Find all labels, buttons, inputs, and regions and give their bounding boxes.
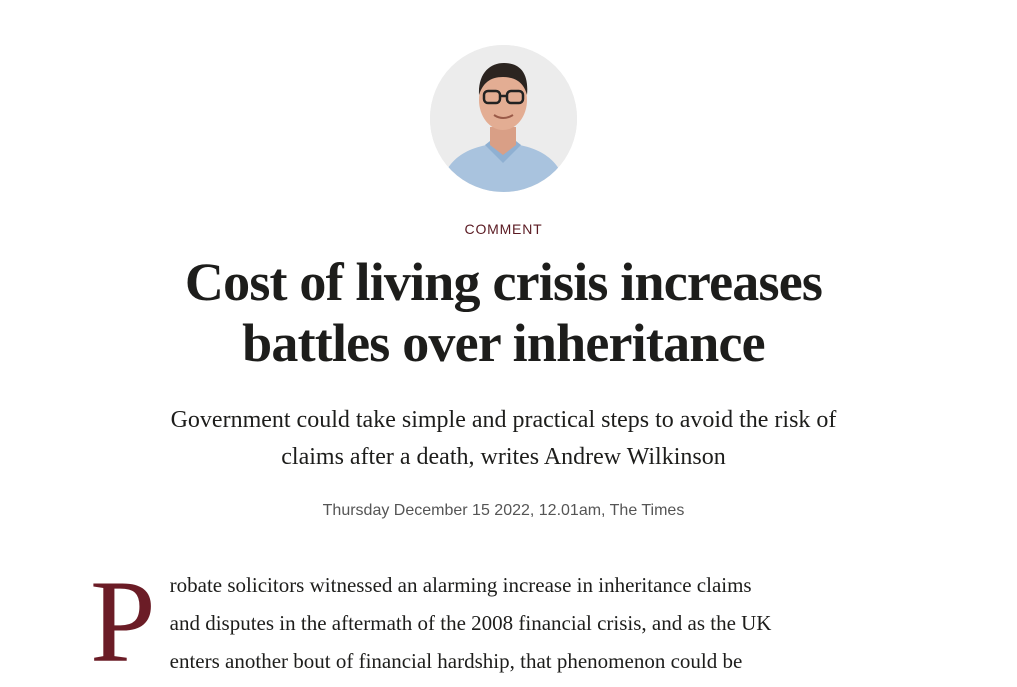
dropcap: P bbox=[90, 556, 156, 687]
dateline: Thursday December 15 2022, 12.01am, The … bbox=[322, 502, 685, 519]
author-portrait-icon bbox=[430, 45, 577, 192]
headline-line-1: Cost of living crisis increases bbox=[184, 252, 823, 312]
body-line-3: enters another bout of financial hardshi… bbox=[169, 649, 743, 673]
body-line-1: robate solicitors witnessed an alarming … bbox=[169, 573, 752, 597]
section-label[interactable]: COMMENT bbox=[464, 221, 543, 237]
headline-line-2: battles over inheritance bbox=[242, 313, 766, 373]
author-avatar[interactable] bbox=[430, 45, 577, 192]
standfirst-line-1: Government could take simple and practic… bbox=[170, 407, 837, 433]
headline: Cost of living crisis increases battles … bbox=[120, 252, 887, 374]
body-line-2: and disputes in the aftermath of the 200… bbox=[169, 611, 772, 635]
article-body: P robate solicitors witnessed an alarmin… bbox=[90, 556, 930, 687]
standfirst-line-2: claims after a death, writes Andrew Wilk… bbox=[281, 444, 726, 470]
standfirst: Government could take simple and practic… bbox=[120, 402, 887, 476]
